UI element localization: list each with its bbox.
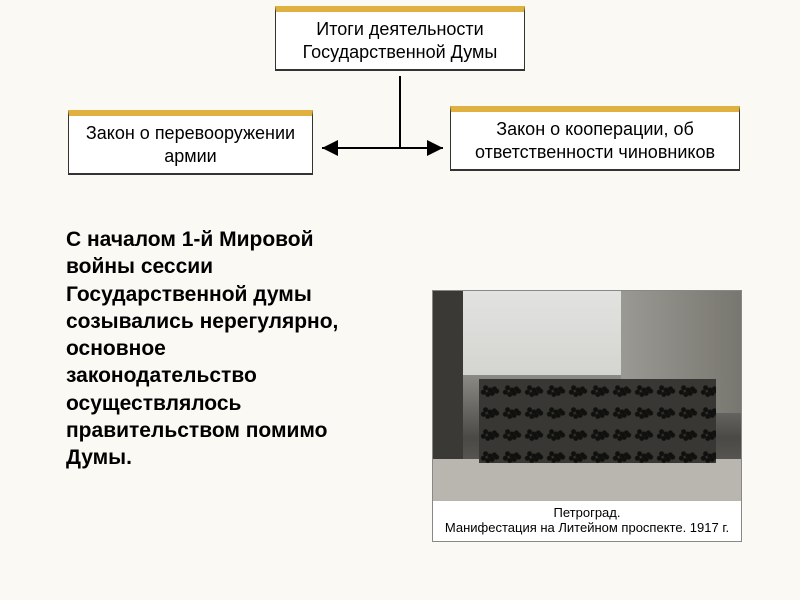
photo-image [433, 291, 741, 501]
diagram-right-text: Закон о кооперации, об ответственности ч… [475, 119, 715, 162]
photo-caption: Петроград. Манифестация на Литейном прос… [433, 501, 741, 541]
diagram-root-box: Итоги деятельности Государственной Думы [275, 6, 525, 71]
photo-caption-line2: Манифестация на Литейном проспекте. 1917… [445, 520, 729, 535]
main-paragraph-text: С началом 1-й Мировой войны сессии Госуд… [66, 228, 338, 469]
main-paragraph: С началом 1-й Мировой войны сессии Госуд… [66, 226, 356, 472]
diagram-left-box: Закон о перевооружении армии [68, 110, 313, 175]
photo-frame: Петроград. Манифестация на Литейном прос… [432, 290, 742, 542]
diagram-root-text: Итоги деятельности Государственной Думы [303, 19, 498, 62]
photo-caption-line1: Петроград. [554, 505, 621, 520]
diagram-right-box: Закон о кооперации, об ответственности ч… [450, 106, 740, 171]
diagram-left-text: Закон о перевооружении армии [86, 123, 295, 166]
